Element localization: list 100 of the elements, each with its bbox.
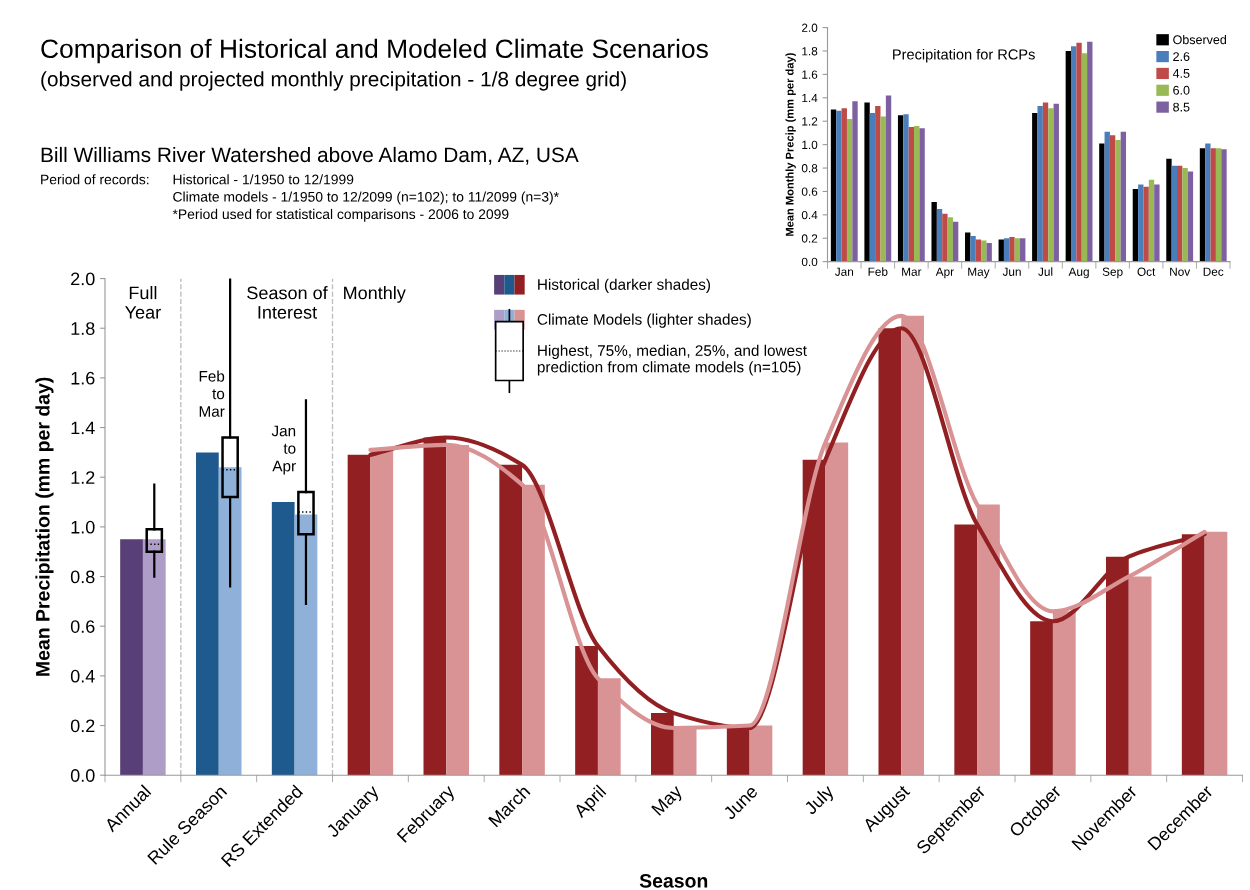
x-tick-label: Oct: [1137, 267, 1156, 276]
bar: [1104, 131, 1110, 262]
y-tick-label: 1.0: [802, 140, 818, 150]
y-tick-label: 0.6: [70, 620, 95, 633]
bar: [1099, 143, 1105, 262]
y-tick-label: 0.8: [70, 570, 95, 584]
bar: [1166, 158, 1172, 262]
bar: [1221, 149, 1227, 262]
bar: [1177, 165, 1183, 262]
x-tick-label: May: [651, 784, 686, 819]
y-tick-label: 1.8: [71, 322, 95, 335]
bar: [986, 242, 992, 262]
x-tick-label: Aug: [1068, 267, 1089, 279]
bar: [1042, 102, 1049, 262]
bar: [1081, 53, 1088, 262]
bar: [1009, 237, 1015, 262]
bar: [1132, 189, 1139, 262]
bar: [1120, 131, 1127, 262]
bar: [952, 221, 959, 262]
y-tick-label: 1.4: [802, 93, 818, 103]
text: Bill Williams River Watershed above Alamo Dam, AZ, USA: [41, 146, 579, 165]
bar: [908, 127, 915, 262]
legend-label: 2.6: [1173, 52, 1190, 61]
bar: [919, 128, 925, 262]
bar: [836, 110, 842, 262]
x-tick-label: Jan: [834, 267, 854, 276]
bar: [1048, 108, 1054, 262]
y-axis-title: Mean Monthly Precip (mm per day): [785, 53, 796, 236]
y-tick-label: 0.0: [70, 769, 95, 782]
bar: [1171, 165, 1177, 262]
legend-label: Climate Models (lighter shades): [537, 313, 751, 328]
y-tick-label: 1.6: [802, 70, 818, 79]
legend-label: Observed: [1173, 34, 1226, 45]
y-tick-label: 1.4: [71, 421, 95, 435]
bar: [1076, 42, 1082, 262]
bar: [1037, 106, 1043, 262]
y-tick-label: 0.4: [801, 210, 818, 220]
bar: [1205, 143, 1211, 262]
legend-label: 4.5: [1172, 69, 1190, 78]
bar: [1187, 171, 1194, 262]
bar: [830, 109, 837, 262]
x-tick-label: Apr: [935, 267, 954, 279]
bar: [914, 125, 920, 262]
y-tick-label: 0.8: [801, 164, 818, 173]
bar: [903, 114, 909, 262]
legend-label: Highest, 75%, median, 25%, and lowest prediction from climate models (n=105): [537, 344, 807, 376]
chart-subtitle: (observed and projected monthly precipitation - 1/8 degree grid): [41, 71, 626, 91]
text: *Period used for statistical comparisons - 2006 to 2099: [172, 208, 509, 222]
bar: [1053, 103, 1059, 262]
bar: [875, 106, 881, 262]
bar: [975, 239, 982, 262]
x-axis-title: Season: [639, 873, 708, 888]
bar: [271, 502, 295, 776]
x-tick-label: Jun: [1002, 267, 1021, 276]
x-tick-label: Sep: [1102, 267, 1123, 279]
y-tick-label: 2.0: [801, 23, 818, 32]
bar: [120, 539, 143, 776]
bar: [942, 213, 948, 262]
y-tick-label: 1.2: [802, 117, 818, 126]
bar: [1087, 41, 1093, 262]
annotation: Season of Interest: [247, 286, 328, 319]
bar: [965, 232, 971, 262]
bar: [1032, 113, 1038, 262]
legend-label: Historical (darker shades): [538, 278, 711, 293]
x-tick-label: Dec: [1203, 267, 1224, 276]
y-tick-label: 0.0: [801, 257, 818, 267]
bar: [970, 235, 976, 262]
x-tick-label: Mar: [902, 267, 922, 276]
x-tick-label: Nov: [1170, 267, 1191, 276]
y-tick-label: 1.8: [802, 47, 818, 56]
bar: [931, 201, 937, 262]
annotation: Monthly: [344, 286, 406, 303]
legend-label: 6.0: [1173, 85, 1190, 95]
bar: [196, 452, 219, 776]
y-tick-label: 1.6: [71, 371, 95, 385]
bar: [885, 95, 892, 262]
y-tick-label: 0.2: [801, 234, 818, 243]
bar: [1065, 51, 1072, 262]
x-tick-label: Feb: [868, 267, 888, 276]
bar: [218, 467, 242, 776]
bar: [142, 539, 166, 776]
bar: [1071, 46, 1077, 262]
bar: [869, 113, 876, 262]
y-tick-label: 1.2: [71, 471, 95, 484]
bar: [880, 116, 886, 262]
text: Precipitation for RCPs: [893, 48, 1035, 63]
bar: [749, 725, 773, 776]
bar: [1143, 186, 1149, 262]
bar: [1014, 238, 1021, 262]
y-tick-label: 0.4: [70, 669, 95, 683]
bar: [1154, 184, 1160, 262]
bar: [1182, 168, 1188, 262]
text: Historical - 1/1950 to 12/1999: [173, 174, 354, 185]
bar: [1115, 139, 1121, 262]
text: Period of records:: [41, 174, 149, 185]
bar: [897, 115, 904, 262]
x-tick-label: July: [802, 783, 838, 818]
y-tick-label: 0.2: [70, 719, 95, 733]
bar: [1109, 135, 1116, 262]
text: Climate models - 1/1950 to 12/2099 (n=102); to 11/2099 (n=3)*: [173, 191, 559, 205]
